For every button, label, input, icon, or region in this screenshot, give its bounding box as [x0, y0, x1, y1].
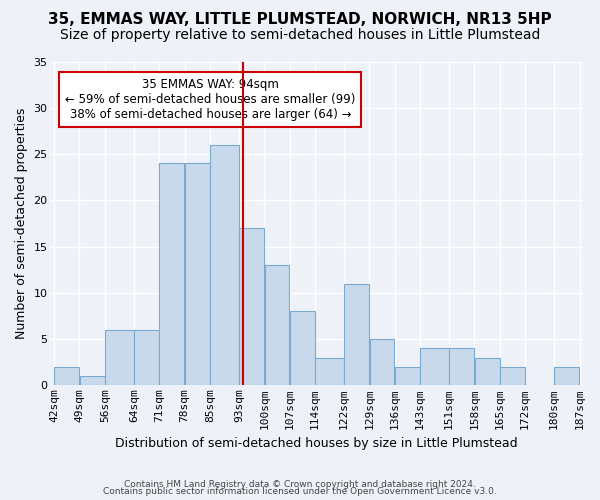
Text: Size of property relative to semi-detached houses in Little Plumstead: Size of property relative to semi-detach… [60, 28, 540, 42]
Bar [315, 358, 344, 386]
Text: Contains public sector information licensed under the Open Government Licence v3: Contains public sector information licen… [103, 487, 497, 496]
Text: 35, EMMAS WAY, LITTLE PLUMSTEAD, NORWICH, NR13 5HP: 35, EMMAS WAY, LITTLE PLUMSTEAD, NORWICH… [48, 12, 552, 28]
Bar [55, 367, 79, 386]
Bar [210, 145, 239, 386]
Bar [395, 367, 420, 386]
Bar [370, 339, 394, 386]
Text: Contains HM Land Registry data © Crown copyright and database right 2024.: Contains HM Land Registry data © Crown c… [124, 480, 476, 489]
Bar [265, 265, 289, 386]
Bar [421, 348, 449, 386]
X-axis label: Distribution of semi-detached houses by size in Little Plumstead: Distribution of semi-detached houses by … [115, 437, 518, 450]
Y-axis label: Number of semi-detached properties: Number of semi-detached properties [15, 108, 28, 339]
Bar [185, 164, 209, 386]
Bar [105, 330, 134, 386]
Bar [554, 367, 579, 386]
Bar [449, 348, 474, 386]
Bar [80, 376, 104, 386]
Bar [475, 358, 500, 386]
Bar [239, 228, 264, 386]
Text: 35 EMMAS WAY: 94sqm
← 59% of semi-detached houses are smaller (99)
38% of semi-d: 35 EMMAS WAY: 94sqm ← 59% of semi-detach… [65, 78, 355, 120]
Bar [160, 164, 184, 386]
Bar [344, 284, 369, 386]
Bar [500, 367, 525, 386]
Bar [134, 330, 159, 386]
Bar [290, 312, 315, 386]
